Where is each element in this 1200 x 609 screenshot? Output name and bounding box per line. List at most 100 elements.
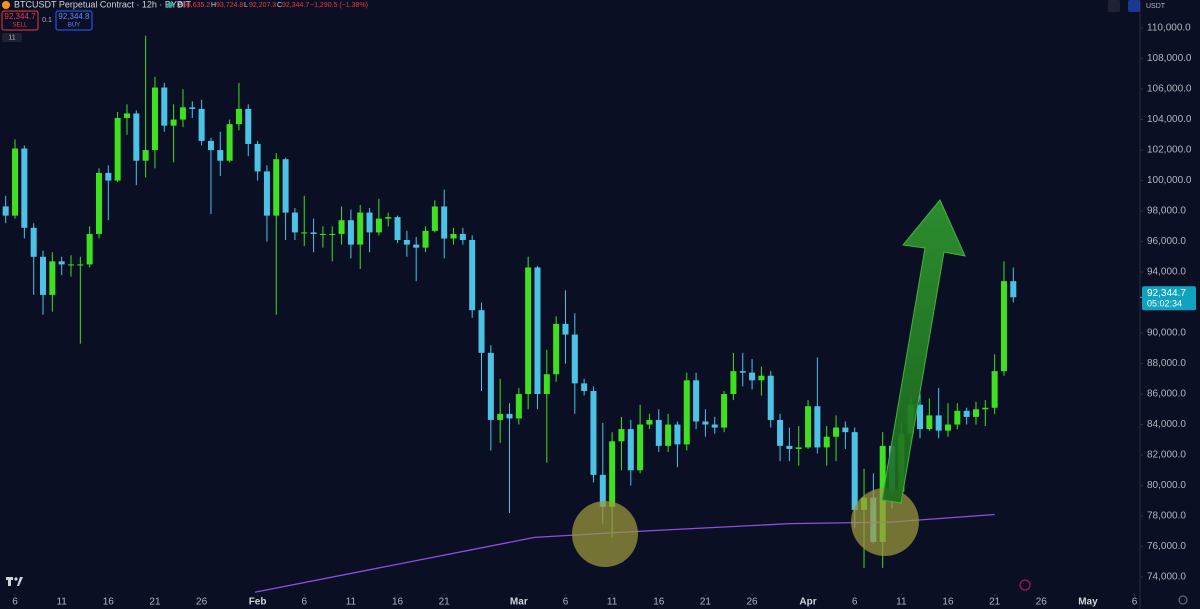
y-tick-label: 82,000.0 bbox=[1147, 450, 1186, 461]
x-tick-label: 26 bbox=[1036, 597, 1048, 608]
market-status bbox=[167, 2, 173, 8]
candle-body bbox=[441, 206, 448, 239]
candle-body bbox=[954, 410, 961, 425]
x-tick-label: 6 bbox=[563, 597, 569, 608]
candle-body bbox=[721, 394, 728, 428]
candle-body bbox=[739, 371, 746, 373]
candle-body bbox=[12, 148, 19, 216]
candle-body bbox=[273, 159, 280, 216]
candle-body bbox=[235, 108, 242, 125]
ohlc-value: 93,724.8 bbox=[216, 2, 243, 9]
candle-body bbox=[758, 375, 765, 381]
logo-part bbox=[17, 577, 23, 586]
candle-body bbox=[972, 409, 979, 417]
candle-body bbox=[123, 113, 130, 119]
candle-body bbox=[226, 124, 233, 161]
symbol-icon bbox=[2, 1, 10, 9]
y-tick-label: 98,000.0 bbox=[1147, 206, 1186, 217]
candle-body bbox=[86, 233, 93, 265]
settings-icon[interactable] bbox=[1178, 595, 1188, 605]
x-tick-label: Mar bbox=[510, 597, 528, 608]
currency: USDT bbox=[1146, 3, 1166, 10]
buy-label: BUY bbox=[68, 23, 80, 29]
candle-body bbox=[767, 375, 774, 420]
indicators-toggle[interactable] bbox=[2, 33, 22, 42]
candle-body bbox=[347, 220, 354, 245]
y-tick-label: 88,000.0 bbox=[1147, 358, 1186, 369]
ohlc-value: 92,344.7 bbox=[282, 2, 309, 9]
x-tick-label: 6 bbox=[852, 597, 858, 608]
y-tick-label: 80,000.0 bbox=[1147, 480, 1186, 491]
candle-body bbox=[497, 413, 504, 420]
y-tick-label: 78,000.0 bbox=[1147, 511, 1186, 522]
candle-body bbox=[749, 372, 756, 381]
x-tick-label: 21 bbox=[700, 597, 712, 608]
event-icon[interactable] bbox=[1019, 579, 1031, 591]
header: BTCUSDT Perpetual Contract · 12h · BYBIT… bbox=[1, 0, 368, 42]
candle-body bbox=[525, 267, 532, 395]
y-tick-label: 96,000.0 bbox=[1147, 236, 1186, 247]
y-tick-label: 74,000.0 bbox=[1147, 572, 1186, 583]
ohlc-key: H bbox=[211, 2, 216, 9]
candle-body bbox=[142, 150, 149, 161]
logo-part bbox=[8, 577, 11, 586]
x-tick-label: 6 bbox=[301, 597, 307, 608]
currency-button[interactable] bbox=[1128, 0, 1140, 12]
ohlc-key: L bbox=[244, 2, 248, 9]
candle-body bbox=[469, 240, 476, 311]
candle-body bbox=[1010, 281, 1017, 298]
x-tick-label: Feb bbox=[249, 597, 267, 608]
candle-body bbox=[646, 419, 653, 425]
candle-body bbox=[58, 261, 65, 265]
indicator-count: 11 bbox=[8, 34, 15, 41]
x-tick-label: 16 bbox=[653, 597, 665, 608]
candle-body bbox=[151, 87, 158, 151]
y-tick-label: 110,000.0 bbox=[1147, 23, 1191, 34]
candle-body bbox=[263, 171, 270, 216]
y-tick-label: 90,000.0 bbox=[1147, 328, 1186, 339]
candle-body bbox=[459, 233, 466, 241]
x-tick-label: 26 bbox=[747, 597, 759, 608]
logo bbox=[6, 577, 23, 586]
candle-body bbox=[77, 264, 84, 266]
candle-body bbox=[161, 87, 168, 126]
candle-body bbox=[30, 227, 37, 257]
ohlc-value: 93,635.2 bbox=[183, 2, 210, 9]
sell-button[interactable] bbox=[1, 10, 39, 31]
candle-body bbox=[683, 380, 690, 445]
candle-body bbox=[422, 230, 429, 248]
last-price-tag bbox=[1142, 286, 1196, 311]
candle-body bbox=[842, 427, 849, 433]
y-tick-label: 106,000.0 bbox=[1147, 84, 1192, 95]
candle-body bbox=[814, 406, 821, 448]
x-tick-label: 16 bbox=[942, 597, 954, 608]
x-tick-label: 11 bbox=[896, 597, 907, 608]
candle-body bbox=[413, 244, 420, 248]
candle-body bbox=[805, 406, 812, 448]
candle-body bbox=[711, 424, 718, 428]
x-tick-label: May bbox=[1078, 597, 1098, 608]
candle-body bbox=[553, 323, 560, 375]
candle-body bbox=[282, 159, 289, 213]
candle-body bbox=[254, 143, 261, 172]
candle-body bbox=[665, 424, 672, 446]
candle-body bbox=[394, 217, 401, 241]
candle-body bbox=[963, 410, 970, 417]
change: −1,290.5 (−1.38%) bbox=[310, 2, 368, 9]
y-tick-label: 104,000.0 bbox=[1147, 114, 1192, 125]
settings-button[interactable] bbox=[1108, 0, 1120, 12]
candle-body bbox=[515, 394, 522, 419]
x-tick-label: 21 bbox=[989, 597, 1001, 608]
candle-body bbox=[310, 232, 317, 234]
x-tick-label: 21 bbox=[149, 597, 161, 608]
candle-body bbox=[217, 150, 224, 161]
candle-body bbox=[385, 217, 392, 219]
ohlc-key: C bbox=[277, 2, 282, 9]
candle-body bbox=[823, 436, 830, 448]
candle-body bbox=[67, 264, 74, 266]
x-tick-label: 21 bbox=[439, 597, 451, 608]
candle-body bbox=[403, 240, 410, 245]
buy-button[interactable] bbox=[55, 10, 93, 31]
x-tick-label: 26 bbox=[196, 597, 208, 608]
up-arrow bbox=[881, 199, 966, 504]
